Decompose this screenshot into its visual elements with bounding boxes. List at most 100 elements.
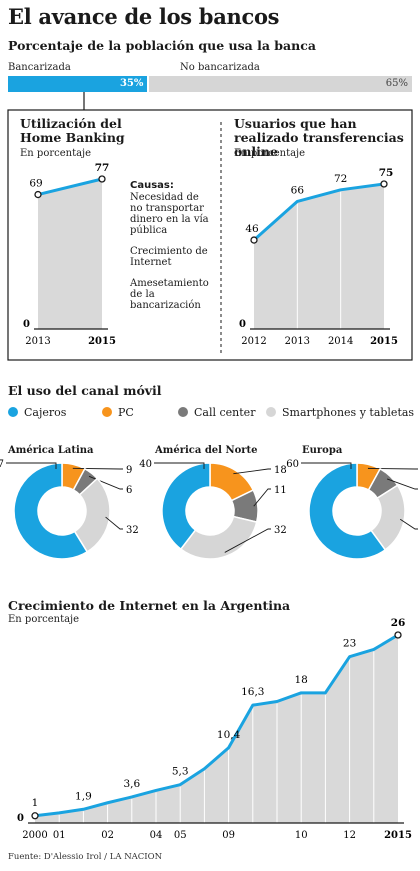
point-marker [98,175,106,183]
internet-chart: 01 1,9 3,6 5,3 10,4 16,3 18 23 26 2000 01 02 04 05 09 1… [17,617,412,841]
bar-value-label: 65% [385,78,408,89]
slice-value-label: 67 [0,459,4,470]
x-tick-label: 2015 [370,336,398,347]
leader-line [386,478,418,490]
x-tick-label: 10 [295,830,308,841]
cause-2: Crecimiento de Internet [130,246,208,268]
value-label: 69 [29,178,42,190]
value-label: 75 [379,167,394,179]
bar-segment-no-bancarizada: 65% [149,76,412,92]
x-tick-label: 2015 [88,336,116,347]
legend-swatch [266,407,276,417]
zero-label: 0 [23,319,30,330]
series-line [253,182,385,242]
home-banking-title: Utilización del Home Banking [20,116,125,145]
causes-heading: Causas: [130,180,174,191]
bar-value-label: 35% [119,78,144,89]
donut-slice [13,462,89,560]
x-tick-label: 02 [101,830,114,841]
point-marker [34,190,42,199]
slice-value-label: 40 [139,459,152,470]
donut-slice [179,515,258,560]
page-subtitle: Porcentaje de la población que usa la ba… [8,38,316,53]
value-label: 26 [391,617,406,629]
bar-label-no-bancarizada: No bancarizada [180,62,260,73]
x-tick-label: 2013 [285,336,310,347]
legend-label: Cajeros [24,406,67,419]
x-tick-label: 12 [343,830,356,841]
transfers-subtitle: En porcentaje [234,148,306,159]
value-label: 1,9 [75,790,92,802]
x-tick-label: 09 [222,830,235,841]
leader-line [154,462,205,469]
home-banking-chart: 0 69 77 2013 2015 [23,162,116,347]
value-label: 77 [95,162,110,174]
legend-swatch [178,407,188,417]
value-label: 10,4 [217,729,241,741]
donut-title-latam: América Latina [8,445,94,456]
legend-label: Call center [194,406,256,419]
zero-label: 0 [17,813,24,824]
page-title: El avance de los bancos [8,4,280,29]
value-label: 23 [343,638,356,650]
causes-block: Causas: Necesidad de no transportar dine… [130,180,212,311]
x-tick-label: 2014 [328,336,353,347]
value-label: 18 [295,674,308,686]
leader-line [72,467,123,470]
slice-value-label: 32 [126,525,139,536]
leader-line [399,518,418,530]
legend-label: Smartphones y tabletas [282,406,415,419]
x-tick-label: 05 [174,830,187,841]
series-line [37,177,103,197]
source-note: Fuente: D'Alessio Irol / LA NACION [8,852,163,862]
cause-3: Amesetamiento de la bancarización [130,278,209,311]
leader-line [233,468,271,475]
leader-line [253,488,271,507]
x-tick-label: 01 [53,830,66,841]
home-banking-subtitle: En porcentaje [20,148,92,159]
banking-box [7,92,413,361]
donut-title-na: América del Norte [155,445,258,456]
point-marker [250,236,258,244]
value-label: 72 [334,173,347,185]
area-fill [35,635,398,823]
point-marker [31,812,39,820]
legend-item: PC [102,406,134,419]
donut-charts: 96326718113240882460 [0,459,418,560]
series-line [34,633,399,818]
internet-subtitle: En porcentaje [8,614,80,625]
banking-bar: 35% 65% [8,76,412,92]
x-tick-label: 2013 [25,336,50,347]
x-tick-label: 2015 [384,830,412,841]
donut-title-europa: Europa [302,445,343,456]
legend-item: Call center [178,406,255,419]
slice-value-label: 9 [126,465,132,476]
slice-value-label: 6 [126,485,132,496]
area-fill [38,179,102,329]
legend-item: Smartphones y tabletas [266,406,414,419]
value-label: 3,6 [123,778,140,790]
value-label: 16,3 [241,686,264,698]
legend-label: PC [118,406,134,419]
leader-line [301,462,352,469]
internet-title: Crecimiento de Internet en la Argentina [8,598,291,613]
mobile-title: El uso del canal móvil [8,383,162,398]
legend-swatch [8,407,18,417]
value-label: 66 [291,184,305,196]
slice-value-label: 11 [274,485,287,496]
slice-value-label: 18 [274,465,287,476]
zero-label: 0 [239,319,246,330]
bar-label-bancarizada: Bancarizada [8,62,71,73]
x-tick-label: 04 [150,830,163,841]
point-marker [394,631,402,639]
x-tick-label: 2000 [22,830,47,841]
leader-line [6,462,57,469]
area-fill [254,184,384,329]
legend-item: Cajeros [8,406,66,419]
value-label: 46 [245,223,259,235]
mobile-legend: Cajeros PC Call center Smartphones y tablet… [8,406,418,422]
value-label: 1 [32,797,39,809]
donut-slice [308,462,387,560]
legend-swatch [102,407,112,417]
slice-value-label: 60 [286,459,299,470]
